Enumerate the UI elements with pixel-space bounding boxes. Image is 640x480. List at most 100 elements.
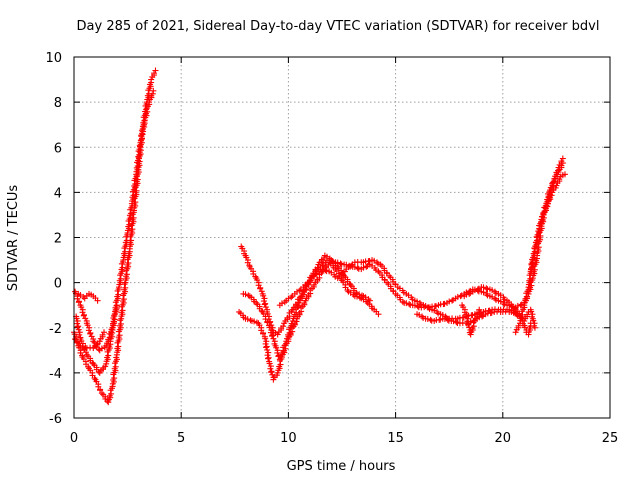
data-point: [111, 316, 118, 323]
y-tick-label: 2: [54, 232, 62, 247]
data-point: [125, 260, 132, 267]
data-point: [467, 331, 474, 338]
data-point: [151, 70, 158, 77]
data-point: [399, 298, 406, 305]
data-point: [276, 356, 283, 363]
chart-title: Day 285 of 2021, Sidereal Day-to-day VTE…: [77, 19, 600, 34]
data-point: [94, 341, 101, 348]
data-point: [119, 307, 126, 314]
data-point: [136, 142, 143, 149]
data-point: [555, 164, 562, 171]
data-point: [521, 324, 528, 331]
data-point: [466, 324, 473, 331]
data-point: [450, 318, 457, 325]
data-point: [101, 329, 108, 336]
data-point: [73, 315, 80, 322]
data-point: [358, 292, 365, 299]
data-point: [134, 163, 141, 169]
data-point: [514, 302, 521, 309]
data-point: [453, 319, 460, 326]
series-arc-11-late-dip: [459, 302, 483, 338]
data-point: [511, 305, 518, 312]
y-tick-label: 4: [54, 186, 62, 201]
data-point: [414, 303, 421, 310]
data-point: [105, 399, 112, 406]
data-point: [427, 316, 434, 323]
data-point: [120, 296, 127, 303]
plot-area: [71, 67, 568, 406]
data-point: [267, 329, 274, 336]
data-point: [471, 317, 478, 324]
y-tick-label: -2: [49, 322, 62, 337]
series-arc-3-early: [72, 288, 120, 354]
data-point: [247, 317, 254, 324]
y-tick-label: 0: [54, 277, 62, 292]
data-point: [262, 304, 269, 311]
data-point: [123, 271, 130, 278]
data-point: [265, 349, 272, 356]
x-tick-label: 5: [177, 431, 185, 446]
data-point: [152, 67, 159, 74]
data-point: [95, 346, 102, 353]
data-point: [258, 288, 265, 295]
data-point: [465, 315, 472, 322]
data-point: [360, 264, 367, 271]
data-point: [273, 344, 280, 351]
data-point: [263, 344, 270, 351]
data-point: [471, 287, 478, 294]
data-point: [465, 320, 472, 327]
data-point: [130, 214, 137, 221]
series-arc-15-late-tail: [527, 306, 538, 331]
data-point: [536, 225, 543, 232]
data-point: [260, 298, 267, 305]
data-point: [559, 155, 566, 162]
data-point: [288, 320, 295, 327]
plot-frame: [73, 56, 611, 419]
data-point: [476, 306, 483, 313]
y-tick-label: 10: [45, 51, 62, 66]
data-point: [289, 317, 296, 324]
x-tick-label: 20: [495, 431, 512, 446]
data-point: [558, 158, 565, 165]
data-point: [530, 317, 537, 324]
data-point: [258, 307, 265, 314]
y-axis-label: SDTVAR / TECUs: [6, 185, 21, 292]
data-point: [115, 291, 122, 298]
data-point: [285, 295, 292, 302]
data-point: [366, 297, 373, 304]
data-point: [483, 285, 490, 292]
data-point: [132, 181, 139, 188]
series-arc-4-early-short: [75, 290, 101, 304]
y-tick-label: 8: [54, 96, 62, 111]
data-point: [127, 210, 134, 217]
data-point: [75, 326, 82, 333]
axes: 0 5 10 15 20 25 -6 -4 -2 0 2 4 6 8 10: [45, 51, 618, 446]
data-point: [119, 264, 126, 271]
x-tick-label: 25: [602, 431, 619, 446]
data-point: [268, 333, 275, 340]
data-point: [98, 345, 105, 352]
data-point: [314, 264, 321, 271]
data-point: [466, 290, 473, 297]
data-point: [245, 292, 252, 299]
data-point: [146, 99, 153, 106]
data-point: [99, 331, 106, 338]
data-point: [129, 226, 136, 233]
data-point: [363, 263, 370, 270]
data-point: [274, 331, 281, 338]
data-point: [280, 323, 287, 330]
data-point: [148, 76, 155, 83]
data-point: [90, 360, 97, 367]
data-point: [464, 318, 471, 325]
data-point: [261, 301, 268, 308]
data-point: [283, 338, 290, 345]
data-point: [126, 221, 133, 228]
data-point: [76, 329, 83, 336]
data-point: [264, 346, 271, 353]
data-point: [527, 275, 534, 282]
data-point: [105, 352, 112, 359]
data-point: [266, 360, 273, 367]
data-point: [512, 329, 519, 336]
data-point: [260, 292, 267, 299]
x-axis-label: GPS time / hours: [287, 459, 396, 474]
